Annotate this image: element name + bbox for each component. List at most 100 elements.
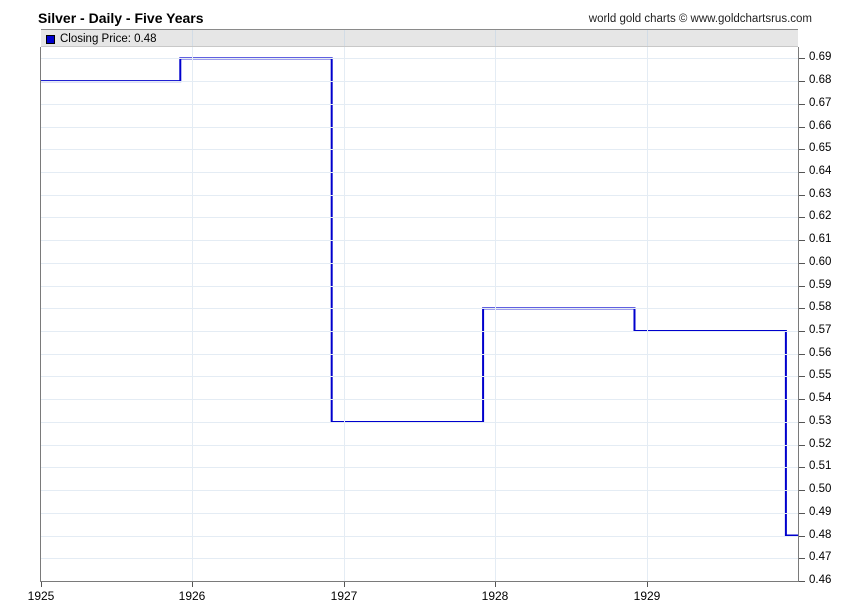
y-tick-label: 0.60 [809, 256, 832, 268]
chart-legend-bar: Closing Price: 0.48 [41, 29, 798, 47]
x-gridline [344, 47, 345, 581]
chart-credit-text: world gold charts © www.goldchartsrus.co… [588, 13, 812, 25]
y-tick-mark [799, 376, 805, 377]
x-tick-label: 1927 [330, 589, 358, 603]
y-gridline [41, 536, 798, 537]
y-gridline [41, 104, 798, 105]
y-tick-mark [799, 581, 805, 582]
y-gridline [41, 354, 798, 355]
x-tick-mark [495, 582, 496, 587]
y-gridline [41, 490, 798, 491]
x-tick-mark [192, 582, 193, 587]
x-tick-label: 1929 [633, 589, 661, 603]
x-tick-mark [344, 582, 345, 587]
y-gridline [41, 558, 798, 559]
y-tick-mark [799, 263, 805, 264]
y-tick-mark [799, 558, 805, 559]
y-tick-label: 0.61 [809, 233, 832, 245]
y-tick-label: 0.65 [809, 142, 832, 154]
y-tick-mark [799, 354, 805, 355]
y-tick-label: 0.56 [809, 347, 832, 359]
legend-divider [344, 30, 345, 46]
y-tick-label: 0.46 [809, 574, 832, 586]
x-tick-label: 1928 [481, 589, 509, 603]
y-tick-mark [799, 286, 805, 287]
y-tick-label: 0.62 [809, 210, 832, 222]
y-gridline [41, 331, 798, 332]
y-tick-label: 0.66 [809, 120, 832, 132]
y-tick-label: 0.52 [809, 438, 832, 450]
y-axis-line-right [798, 47, 799, 582]
y-gridline [41, 217, 798, 218]
y-tick-label: 0.69 [809, 51, 832, 63]
y-tick-mark [799, 104, 805, 105]
legend-item-closing-price[interactable]: Closing Price: 0.48 [46, 31, 157, 46]
y-tick-label: 0.53 [809, 415, 832, 427]
y-tick-mark [799, 467, 805, 468]
x-gridline [192, 47, 193, 581]
y-tick-mark [799, 127, 805, 128]
y-tick-label: 0.48 [809, 529, 832, 541]
y-tick-label: 0.58 [809, 301, 832, 313]
y-gridline [41, 376, 798, 377]
y-gridline [41, 240, 798, 241]
y-gridline [41, 286, 798, 287]
y-gridline [41, 149, 798, 150]
legend-divider [647, 30, 648, 46]
y-tick-mark [799, 195, 805, 196]
y-tick-mark [799, 536, 805, 537]
y-gridline [41, 127, 798, 128]
y-tick-label: 0.64 [809, 165, 832, 177]
legend-item-label: Closing Price: 0.48 [60, 33, 157, 45]
chart-title: Silver - Daily - Five Years [38, 10, 204, 26]
legend-color-swatch [46, 34, 55, 44]
y-gridline [41, 58, 798, 59]
y-tick-label: 0.68 [809, 74, 832, 86]
closing-price-line-series [41, 57, 798, 537]
y-tick-label: 0.67 [809, 97, 832, 109]
x-gridline [647, 47, 648, 581]
y-tick-label: 0.51 [809, 460, 832, 472]
y-tick-mark [799, 422, 805, 423]
y-tick-label: 0.63 [809, 188, 832, 200]
y-gridline [41, 172, 798, 173]
y-tick-mark [799, 240, 805, 241]
y-tick-mark [799, 331, 805, 332]
y-tick-mark [799, 58, 805, 59]
y-tick-mark [799, 149, 805, 150]
y-tick-mark [799, 172, 805, 173]
x-gridline [495, 47, 496, 581]
x-tick-mark [41, 582, 42, 587]
y-gridline [41, 422, 798, 423]
y-gridline [41, 263, 798, 264]
y-tick-mark [799, 399, 805, 400]
x-tick-label: 1925 [27, 589, 55, 603]
y-gridline [41, 195, 798, 196]
y-tick-label: 0.54 [809, 392, 832, 404]
y-gridline [41, 81, 798, 82]
x-tick-mark [647, 582, 648, 587]
y-gridline [41, 513, 798, 514]
y-tick-mark [799, 217, 805, 218]
y-tick-label: 0.55 [809, 369, 832, 381]
legend-divider [192, 30, 193, 46]
y-tick-label: 0.49 [809, 506, 832, 518]
y-tick-mark [799, 490, 805, 491]
plot-area [41, 47, 798, 581]
x-axis-line [41, 581, 799, 582]
y-tick-label: 0.47 [809, 551, 832, 563]
y-tick-mark [799, 513, 805, 514]
y-tick-mark [799, 308, 805, 309]
y-tick-label: 0.59 [809, 279, 832, 291]
y-gridline [41, 308, 798, 309]
y-tick-label: 0.50 [809, 483, 832, 495]
y-tick-label: 0.57 [809, 324, 832, 336]
y-gridline [41, 467, 798, 468]
y-gridline [41, 445, 798, 446]
legend-divider [495, 30, 496, 46]
y-tick-mark [799, 81, 805, 82]
y-gridline [41, 399, 798, 400]
x-tick-label: 1926 [178, 589, 206, 603]
y-axis-line-left [40, 47, 41, 582]
